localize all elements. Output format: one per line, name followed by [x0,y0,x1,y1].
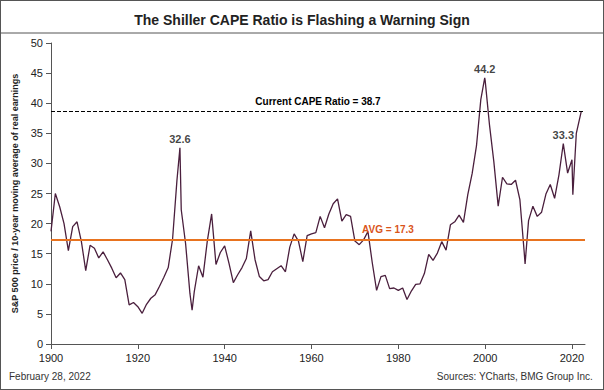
svg-text:1920: 1920 [126,352,150,364]
svg-text:10: 10 [31,278,43,290]
svg-text:1940: 1940 [212,352,236,364]
svg-text:1980: 1980 [386,352,410,364]
svg-text:5: 5 [37,308,43,320]
svg-text:35: 35 [31,127,43,139]
svg-text:2000: 2000 [473,352,497,364]
svg-text:AVG = 17.3: AVG = 17.3 [362,224,414,235]
svg-text:20: 20 [31,218,43,230]
svg-text:45: 45 [31,67,43,79]
svg-text:15: 15 [31,248,43,260]
svg-text:40: 40 [31,97,43,109]
svg-text:Current CAPE Ratio = 38.7: Current CAPE Ratio = 38.7 [255,96,381,107]
svg-text:1960: 1960 [299,352,323,364]
svg-text:February 28, 2022: February 28, 2022 [9,371,91,382]
svg-text:Sources: YCharts, BMG Group In: Sources: YCharts, BMG Group Inc. [437,371,593,382]
svg-text:1900: 1900 [39,352,63,364]
svg-text:S&P 500 price / 10-year moving: S&P 500 price / 10-year moving average o… [10,74,20,313]
svg-text:25: 25 [31,188,43,200]
svg-text:50: 50 [31,37,43,49]
svg-text:44.2: 44.2 [474,63,495,75]
svg-text:2020: 2020 [560,352,584,364]
svg-text:The Shiller CAPE Ratio is Flas: The Shiller CAPE Ratio is Flashing a War… [134,12,470,28]
svg-text:32.6: 32.6 [169,133,190,145]
svg-text:33.3: 33.3 [553,129,574,141]
svg-text:30: 30 [31,157,43,169]
svg-text:0: 0 [37,338,43,350]
